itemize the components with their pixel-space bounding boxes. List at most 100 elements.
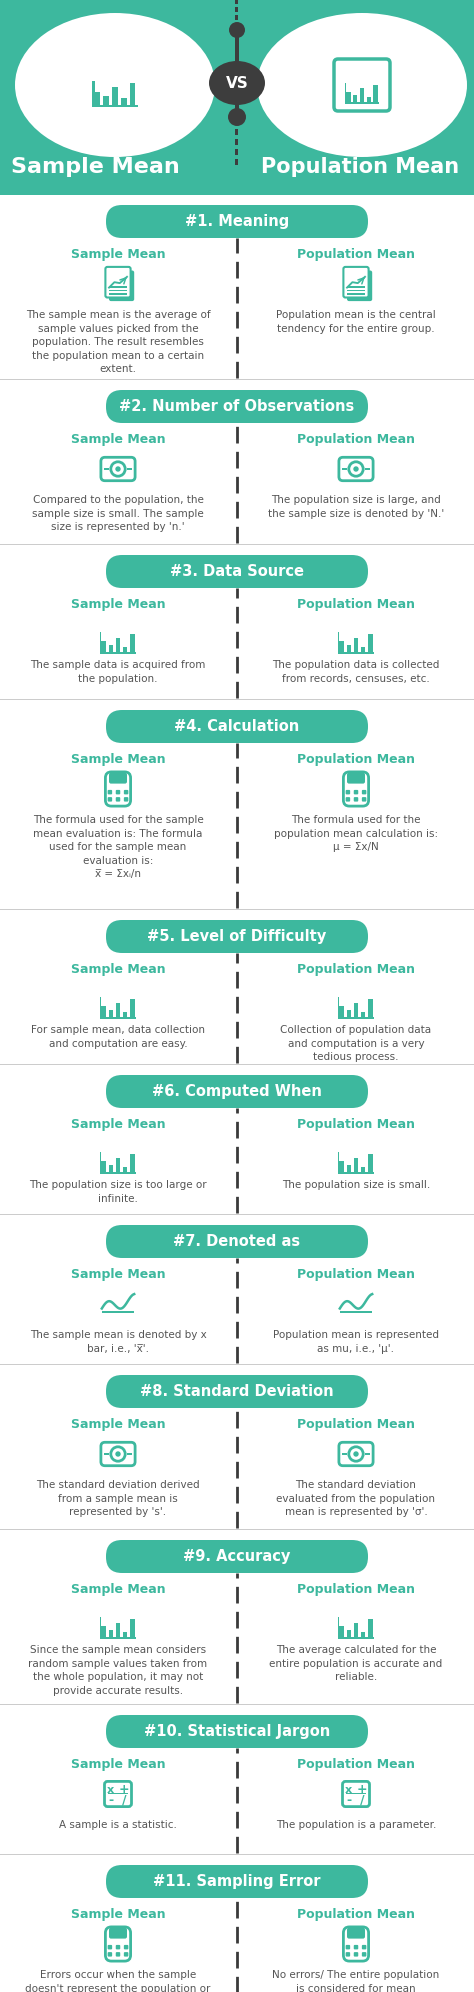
- Text: Sample Mean: Sample Mean: [71, 1267, 165, 1281]
- Text: x: x: [107, 1785, 114, 1795]
- Circle shape: [115, 1452, 121, 1456]
- Bar: [130, 1619, 135, 1639]
- FancyBboxPatch shape: [124, 791, 128, 795]
- FancyBboxPatch shape: [108, 1952, 112, 1956]
- Bar: [116, 1002, 120, 1018]
- Bar: [367, 98, 371, 104]
- Text: #7. Denoted as: #7. Denoted as: [173, 1233, 301, 1249]
- Bar: [337, 1618, 339, 1639]
- Text: VS: VS: [226, 76, 248, 90]
- Bar: [236, 0, 238, 4]
- FancyBboxPatch shape: [109, 271, 134, 301]
- FancyBboxPatch shape: [124, 1952, 128, 1956]
- Bar: [123, 647, 128, 653]
- FancyBboxPatch shape: [106, 1225, 368, 1259]
- Bar: [236, 16, 238, 20]
- Bar: [100, 1618, 101, 1639]
- Bar: [0, 0, 474, 195]
- Text: Population Mean: Population Mean: [297, 1582, 415, 1596]
- FancyBboxPatch shape: [362, 791, 366, 795]
- Bar: [121, 98, 127, 108]
- Bar: [360, 88, 364, 104]
- FancyBboxPatch shape: [346, 791, 350, 795]
- FancyBboxPatch shape: [108, 1944, 112, 1950]
- Text: Collection of population data
and computation is a very
tedious process.: Collection of population data and comput…: [281, 1026, 431, 1062]
- Text: Population Mean: Population Mean: [297, 962, 415, 976]
- Text: /: /: [122, 1795, 127, 1807]
- FancyBboxPatch shape: [362, 797, 366, 801]
- Text: +: +: [119, 1783, 129, 1797]
- FancyBboxPatch shape: [106, 1076, 368, 1108]
- FancyBboxPatch shape: [106, 1865, 368, 1898]
- Bar: [236, 129, 238, 135]
- Circle shape: [353, 466, 359, 472]
- Ellipse shape: [209, 62, 265, 106]
- Bar: [337, 998, 339, 1018]
- Text: Errors occur when the sample
doesn't represent the population or
when samples ar: Errors occur when the sample doesn't rep…: [25, 1970, 210, 1992]
- Text: For sample mean, data collection
and computation are easy.: For sample mean, data collection and com…: [31, 1026, 205, 1048]
- Bar: [109, 1165, 113, 1173]
- Bar: [101, 1006, 106, 1018]
- Bar: [354, 1623, 358, 1639]
- Bar: [337, 631, 339, 653]
- Text: Population Mean: Population Mean: [297, 598, 415, 610]
- Text: /: /: [360, 1795, 365, 1807]
- Bar: [0, 380, 474, 546]
- Bar: [92, 82, 95, 108]
- Text: #8. Standard Deviation: #8. Standard Deviation: [140, 1384, 334, 1398]
- Bar: [346, 1010, 351, 1018]
- FancyBboxPatch shape: [346, 1952, 350, 1956]
- Bar: [116, 1157, 120, 1173]
- FancyBboxPatch shape: [116, 1952, 120, 1956]
- Bar: [354, 637, 358, 653]
- Text: Population Mean: Population Mean: [297, 753, 415, 765]
- Text: Compared to the population, the
sample size is small. The sample
size is represe: Compared to the population, the sample s…: [32, 494, 204, 532]
- Text: Population Mean: Population Mean: [297, 432, 415, 446]
- Bar: [345, 84, 346, 104]
- FancyBboxPatch shape: [106, 390, 368, 422]
- Text: #9. Accuracy: #9. Accuracy: [183, 1550, 291, 1564]
- Text: The population size is too large or
infinite.: The population size is too large or infi…: [29, 1179, 207, 1203]
- Text: The sample data is acquired from
the population.: The sample data is acquired from the pop…: [30, 659, 206, 683]
- Bar: [100, 1151, 101, 1173]
- Circle shape: [229, 22, 245, 38]
- Bar: [130, 1000, 135, 1018]
- Bar: [0, 1365, 474, 1530]
- Text: Sample Mean: Sample Mean: [71, 1908, 165, 1920]
- Bar: [116, 1623, 120, 1639]
- Text: Since the sample mean considers
random sample values taken from
the whole popula: Since the sample mean considers random s…: [28, 1645, 208, 1695]
- Bar: [101, 1161, 106, 1173]
- Bar: [0, 195, 474, 380]
- FancyBboxPatch shape: [354, 1952, 358, 1956]
- Bar: [123, 1167, 128, 1173]
- FancyBboxPatch shape: [108, 797, 112, 801]
- FancyBboxPatch shape: [116, 791, 120, 795]
- Text: Sample Mean: Sample Mean: [71, 753, 165, 765]
- Text: The population size is small.: The population size is small.: [282, 1179, 430, 1189]
- FancyBboxPatch shape: [108, 791, 112, 795]
- Bar: [236, 24, 238, 28]
- Bar: [100, 998, 101, 1018]
- Text: Sample Mean: Sample Mean: [71, 1757, 165, 1771]
- Text: Population Mean: Population Mean: [297, 1757, 415, 1771]
- FancyBboxPatch shape: [346, 1944, 350, 1950]
- Bar: [109, 1629, 113, 1639]
- Text: Sample Mean: Sample Mean: [71, 1582, 165, 1596]
- Text: A sample is a statistic.: A sample is a statistic.: [59, 1821, 177, 1831]
- Bar: [123, 1012, 128, 1018]
- Bar: [346, 645, 351, 653]
- Bar: [116, 637, 120, 653]
- Bar: [0, 546, 474, 699]
- Text: The standard deviation
evaluated from the population
mean is represented by 'σ'.: The standard deviation evaluated from th…: [276, 1480, 436, 1518]
- Bar: [130, 84, 136, 108]
- Text: The population size is large, and
the sample size is denoted by 'N.': The population size is large, and the sa…: [268, 494, 444, 518]
- FancyBboxPatch shape: [354, 791, 358, 795]
- Text: #6. Computed When: #6. Computed When: [152, 1084, 322, 1100]
- Bar: [339, 1006, 344, 1018]
- FancyBboxPatch shape: [124, 1944, 128, 1950]
- Bar: [354, 1157, 358, 1173]
- Bar: [109, 645, 113, 653]
- Bar: [346, 1165, 351, 1173]
- FancyBboxPatch shape: [346, 797, 350, 801]
- Bar: [368, 633, 373, 653]
